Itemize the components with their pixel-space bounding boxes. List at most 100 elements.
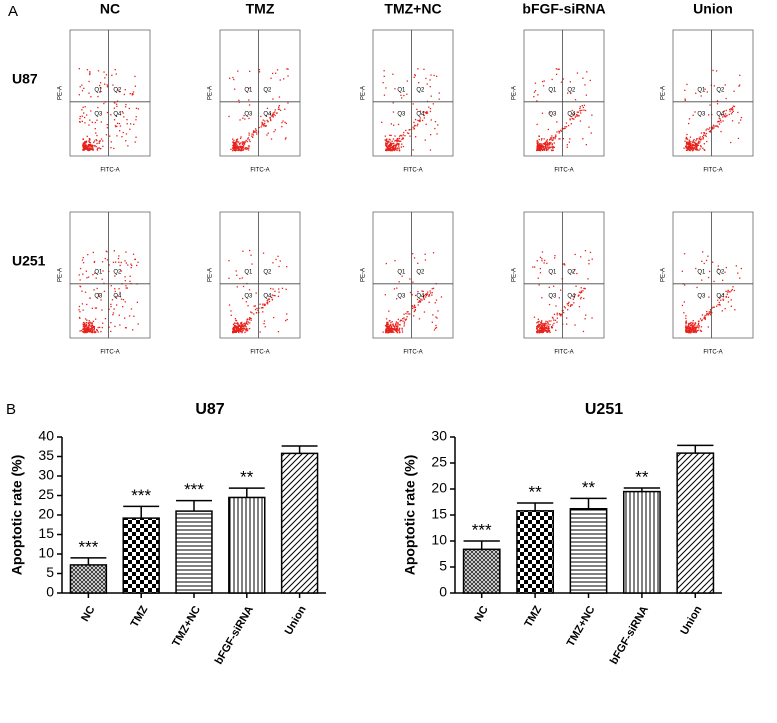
- event-dot: [732, 105, 735, 107]
- event-dot: [582, 330, 585, 333]
- event-dot: [547, 149, 549, 151]
- event-dot: [583, 104, 586, 106]
- event-dot: [730, 299, 732, 301]
- event-dot: [689, 141, 691, 143]
- event-dot: [85, 142, 87, 144]
- event-dot: [106, 84, 108, 86]
- event-dot: [396, 149, 398, 151]
- event-dot: [575, 115, 577, 117]
- event-dot: [88, 140, 90, 142]
- event-dot: [417, 291, 419, 293]
- event-dot: [100, 121, 102, 123]
- event-dot: [89, 148, 91, 151]
- event-dot: [532, 266, 534, 268]
- event-dot: [387, 325, 389, 327]
- event-dot: [542, 149, 544, 151]
- event-dot: [235, 327, 237, 329]
- event-dot: [88, 144, 91, 146]
- event-dot: [287, 75, 289, 77]
- event-dot: [86, 328, 88, 330]
- event-dot: [84, 106, 86, 108]
- event-dot: [590, 132, 592, 134]
- y-tick-label: 0: [439, 584, 447, 600]
- event-dot: [695, 326, 697, 328]
- event-dot: [98, 141, 101, 143]
- event-dot: [567, 304, 569, 307]
- event-dot: [81, 303, 84, 305]
- column-title: TMZ: [246, 1, 275, 17]
- event-dot: [388, 330, 391, 332]
- event-dot: [402, 138, 404, 140]
- event-dot: [684, 99, 686, 101]
- event-dot: [563, 311, 565, 314]
- event-dot: [579, 107, 581, 110]
- event-dot: [228, 115, 230, 118]
- event-dot: [271, 294, 273, 296]
- event-dot: [233, 331, 235, 333]
- event-dot: [129, 93, 131, 95]
- event-dot: [110, 322, 112, 324]
- event-dot: [245, 322, 248, 324]
- event-dot: [122, 299, 125, 301]
- event-dot: [237, 322, 239, 324]
- event-dot: [249, 317, 252, 319]
- event-dot: [252, 130, 255, 132]
- event-dot: [387, 140, 390, 142]
- event-dot: [97, 70, 100, 72]
- event-dot: [548, 320, 550, 322]
- event-dot: [95, 318, 97, 320]
- event-dot: [388, 326, 390, 328]
- event-dot: [235, 147, 238, 150]
- event-dot: [418, 82, 420, 84]
- event-dot: [110, 147, 112, 149]
- event-dot: [549, 146, 551, 148]
- event-dot: [692, 142, 694, 144]
- event-dot: [233, 139, 235, 142]
- quadrant-label: Q1: [548, 269, 557, 275]
- event-dot: [79, 267, 82, 270]
- event-dot: [243, 143, 246, 145]
- quadrant-label: Q2: [263, 269, 272, 275]
- event-dot: [579, 298, 582, 300]
- event-dot: [574, 269, 576, 271]
- event-dot: [388, 148, 390, 150]
- event-dot: [572, 271, 574, 273]
- event-dot: [703, 316, 705, 318]
- event-dot: [255, 128, 257, 130]
- event-dot: [238, 149, 240, 152]
- event-dot: [84, 122, 86, 124]
- event-dot: [245, 326, 247, 328]
- event-dot: [81, 115, 83, 117]
- event-dot: [86, 319, 88, 321]
- chart-title: U87: [195, 401, 224, 418]
- event-dot: [709, 312, 712, 314]
- y-tick-label: 20: [431, 480, 447, 496]
- quadrant-label: Q2: [716, 269, 725, 275]
- event-dot: [419, 110, 422, 112]
- bar: [122, 517, 160, 594]
- event-dot: [118, 122, 121, 125]
- event-dot: [690, 324, 692, 326]
- event-dot: [705, 132, 708, 135]
- event-dot: [283, 78, 285, 80]
- event-dot: [386, 330, 389, 332]
- event-dot: [403, 313, 405, 315]
- event-dot: [389, 325, 391, 327]
- event-dot: [405, 129, 407, 132]
- event-dot: [560, 129, 562, 131]
- y-tick-label: 20: [38, 506, 54, 522]
- event-dot: [254, 308, 257, 311]
- event-dot: [537, 146, 539, 148]
- event-dot: [391, 142, 393, 145]
- event-dot: [236, 138, 239, 140]
- event-dot: [96, 287, 98, 290]
- event-dot: [695, 330, 698, 333]
- quadrant-label: Q2: [567, 87, 576, 93]
- event-dot: [126, 123, 128, 125]
- event-dot: [696, 326, 698, 328]
- event-dot: [277, 331, 280, 333]
- event-dot: [573, 302, 575, 304]
- event-dot: [699, 318, 702, 320]
- event-dot: [135, 107, 138, 109]
- event-dot: [387, 323, 389, 325]
